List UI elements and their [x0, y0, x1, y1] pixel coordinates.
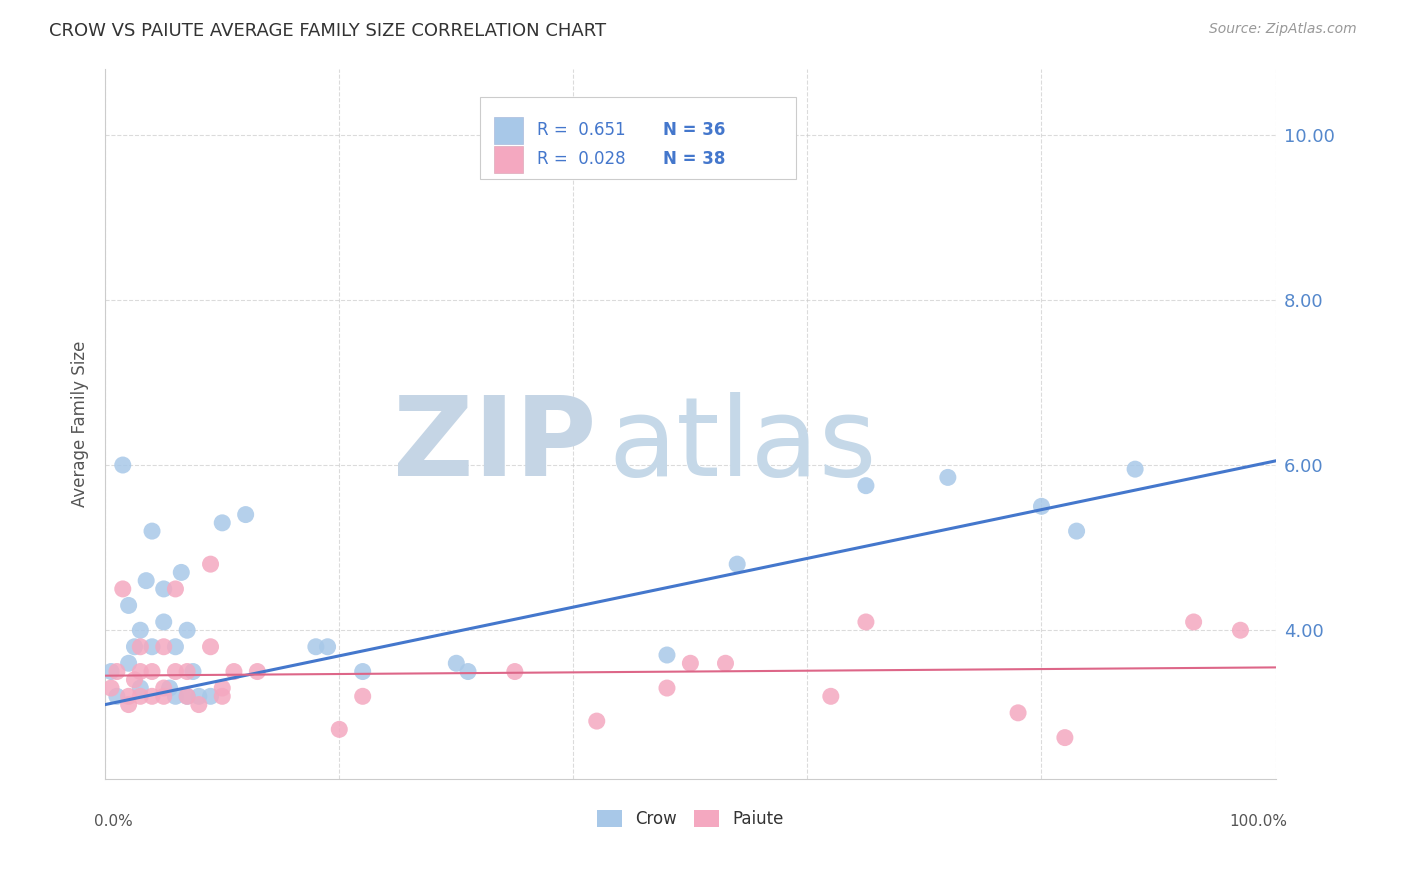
Text: Source: ZipAtlas.com: Source: ZipAtlas.com — [1209, 22, 1357, 37]
Point — [211, 681, 233, 695]
Bar — [494, 145, 523, 173]
Point — [187, 690, 209, 704]
Point — [176, 690, 198, 704]
Point — [316, 640, 339, 654]
Point — [457, 665, 479, 679]
Point — [855, 615, 877, 629]
Point — [211, 516, 233, 530]
Point — [200, 557, 222, 571]
Text: 0.0%: 0.0% — [94, 814, 132, 830]
Point — [117, 698, 139, 712]
Point — [141, 640, 163, 654]
Point — [129, 690, 152, 704]
Point — [129, 665, 152, 679]
Point — [159, 681, 181, 695]
Point — [165, 582, 187, 596]
Point — [714, 657, 737, 671]
Point — [200, 690, 222, 704]
Point — [111, 458, 134, 472]
Point — [200, 640, 222, 654]
Point — [655, 648, 678, 662]
Point — [170, 566, 193, 580]
Text: 100.0%: 100.0% — [1229, 814, 1288, 830]
Point — [328, 723, 350, 737]
Point — [135, 574, 157, 588]
Point — [176, 624, 198, 638]
Point — [141, 524, 163, 538]
Point — [585, 714, 607, 728]
Point — [100, 681, 122, 695]
Point — [129, 640, 152, 654]
Point — [679, 657, 702, 671]
Point — [176, 690, 198, 704]
Point — [129, 624, 152, 638]
Point — [1229, 624, 1251, 638]
Point — [152, 640, 174, 654]
Point — [181, 665, 204, 679]
Point — [1007, 706, 1029, 720]
Point — [176, 665, 198, 679]
Point — [211, 690, 233, 704]
Point — [352, 665, 374, 679]
Text: N = 38: N = 38 — [664, 150, 725, 169]
Point — [141, 690, 163, 704]
Point — [111, 582, 134, 596]
Point — [117, 690, 139, 704]
Point — [124, 640, 146, 654]
Text: R =  0.651: R = 0.651 — [537, 121, 626, 139]
Point — [820, 690, 842, 704]
Point — [1123, 462, 1146, 476]
Point — [165, 640, 187, 654]
Point — [187, 698, 209, 712]
Point — [105, 690, 128, 704]
Point — [105, 665, 128, 679]
Text: ZIP: ZIP — [394, 392, 596, 499]
Point — [129, 681, 152, 695]
Point — [165, 690, 187, 704]
Point — [152, 690, 174, 704]
Text: R =  0.028: R = 0.028 — [537, 150, 626, 169]
Point — [352, 690, 374, 704]
Point — [235, 508, 257, 522]
Point — [124, 673, 146, 687]
Point — [655, 681, 678, 695]
Point — [1182, 615, 1205, 629]
Point — [141, 665, 163, 679]
Point — [165, 665, 187, 679]
Point — [117, 599, 139, 613]
Point — [1031, 500, 1053, 514]
Point — [152, 582, 174, 596]
Point — [936, 470, 959, 484]
Point — [100, 665, 122, 679]
Point — [725, 557, 748, 571]
Point — [446, 657, 468, 671]
FancyBboxPatch shape — [479, 97, 796, 178]
Point — [1053, 731, 1076, 745]
Bar — [494, 117, 523, 144]
Point — [117, 657, 139, 671]
Point — [855, 478, 877, 492]
Point — [246, 665, 269, 679]
Point — [152, 615, 174, 629]
Point — [1066, 524, 1088, 538]
Point — [305, 640, 328, 654]
Text: CROW VS PAIUTE AVERAGE FAMILY SIZE CORRELATION CHART: CROW VS PAIUTE AVERAGE FAMILY SIZE CORRE… — [49, 22, 606, 40]
Point — [503, 665, 526, 679]
Text: N = 36: N = 36 — [664, 121, 725, 139]
Y-axis label: Average Family Size: Average Family Size — [72, 341, 89, 507]
Text: atlas: atlas — [609, 392, 877, 499]
Point — [152, 681, 174, 695]
Point — [222, 665, 245, 679]
Legend: Crow, Paiute: Crow, Paiute — [591, 803, 790, 835]
